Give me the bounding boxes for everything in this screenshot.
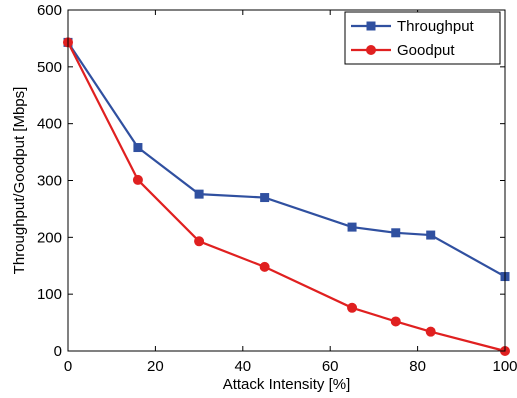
data-point-throughput [133, 143, 143, 153]
data-point-goodput [390, 316, 401, 327]
x-tick-label: 80 [409, 358, 426, 375]
data-point-throughput [194, 189, 204, 199]
y-axis-label: Throughput/Goodput [Mbps] [11, 87, 28, 275]
y-tick-label: 200 [37, 229, 62, 246]
y-tick-label: 300 [37, 173, 62, 190]
legend-marker-goodput [366, 45, 376, 55]
y-tick-label: 600 [37, 2, 62, 19]
y-tick-label: 100 [37, 286, 62, 303]
x-tick-label: 60 [322, 358, 339, 375]
x-axis-label: Attack Intensity [%] [223, 376, 351, 393]
y-tick-label: 0 [54, 343, 62, 360]
data-point-goodput [259, 261, 270, 272]
data-point-goodput [347, 302, 358, 313]
x-tick-label: 40 [234, 358, 251, 375]
plot-frame [67, 9, 506, 352]
data-point-throughput [260, 193, 270, 203]
series-line-goodput [67, 41, 506, 353]
y-tick-label: 400 [37, 116, 62, 133]
series-line-throughput [67, 41, 506, 278]
legend-box [344, 11, 501, 65]
legend: Throughput Goodput [344, 11, 501, 65]
legend-label-throughput: Throughput [397, 18, 475, 35]
series-group [63, 37, 510, 356]
legend-label-goodput: Goodput [397, 42, 455, 59]
legend-marker-throughput [366, 21, 376, 31]
data-point-throughput [426, 230, 436, 240]
data-point-throughput [391, 228, 401, 238]
x-tick-label: 100 [492, 358, 517, 375]
legend-item-goodput: Goodput [351, 42, 455, 59]
legend-item-throughput: Throughput [351, 18, 475, 35]
x-tick-label: 20 [147, 358, 164, 375]
data-point-goodput [194, 236, 205, 247]
data-point-throughput [347, 222, 357, 232]
data-point-goodput [425, 326, 436, 337]
y-tick-label: 500 [37, 59, 62, 76]
data-point-goodput [132, 174, 143, 185]
axis-ticks: 0 20 40 60 80 100 0 100 200 300 400 500 600 [37, 2, 517, 375]
x-tick-label: 0 [64, 358, 72, 375]
